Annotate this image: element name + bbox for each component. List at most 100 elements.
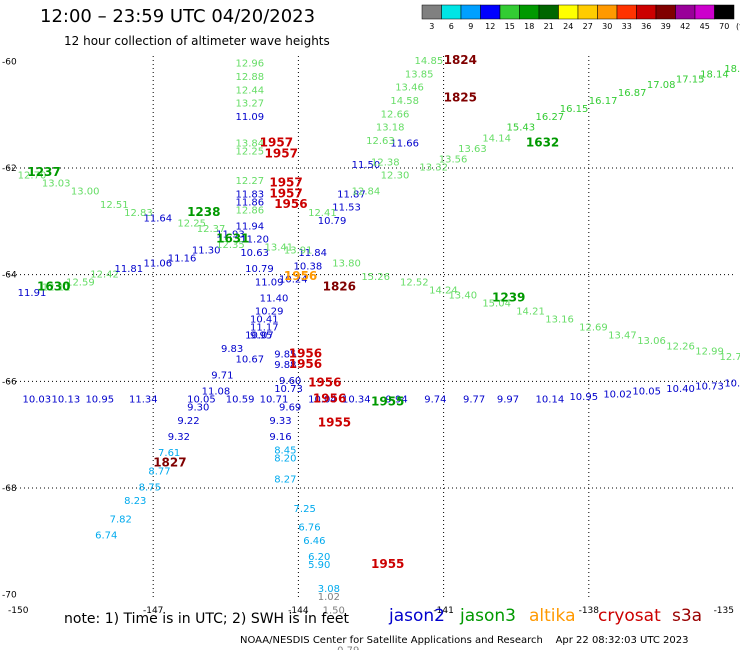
- color-swatch: [655, 4, 676, 20]
- wave-height-value: 6.74: [95, 531, 117, 542]
- time-label: 1957: [260, 136, 293, 150]
- wave-height-value: 15.26: [361, 272, 390, 283]
- color-swatch: [538, 4, 559, 20]
- wave-height-value: 16.87: [618, 88, 647, 99]
- wave-height-value: 13.91: [284, 245, 313, 256]
- wave-height-points: 12.9612.8812.4413.2711.0913.8412.2512.27…: [18, 56, 740, 650]
- wave-height-value: 10.41: [250, 315, 279, 326]
- wave-height-value: 12.37: [197, 224, 226, 235]
- time-label: 1956: [289, 357, 322, 371]
- wave-height-value: 10.79: [245, 264, 274, 275]
- wave-height-value: 8.45: [274, 445, 296, 456]
- wave-height-value: 11.66: [390, 139, 419, 150]
- wave-height-value: 13.41: [265, 243, 294, 254]
- wave-height-value: 10.03: [23, 395, 52, 406]
- wave-height-value: 5.90: [308, 560, 330, 571]
- wave-height-value: 11.64: [144, 213, 173, 224]
- wave-height-value: 11.83: [235, 189, 264, 200]
- wave-height-value: 12.84: [352, 187, 381, 198]
- wave-height-value: 10.07: [245, 331, 274, 342]
- color-scale-label: 36: [641, 22, 651, 31]
- time-label: 1957: [269, 186, 302, 200]
- page-subtitle: 12 hour collection of altimeter wave hei…: [64, 34, 330, 48]
- color-scale-label: 70: [719, 22, 729, 31]
- color-swatch: [597, 4, 618, 20]
- legend-cryosat: cryosat: [598, 606, 661, 626]
- wave-height-value: 9.71: [211, 371, 233, 382]
- footnote: note: 1) Time is in UTC; 2) SWH is in fe…: [64, 611, 350, 627]
- color-swatch: [577, 4, 598, 20]
- wave-height-value: 10.79: [318, 216, 347, 227]
- color-scale-label: 15: [505, 22, 515, 31]
- wave-height-value: 9.95: [250, 331, 272, 342]
- wave-height-value: 11.16: [168, 253, 197, 264]
- wave-height-value: 12.35: [216, 240, 245, 251]
- wave-height-value: 11.53: [332, 203, 361, 214]
- wave-height-value: 9.30: [187, 403, 209, 414]
- wave-height-value: 0.79: [337, 645, 359, 650]
- color-swatch: [714, 4, 735, 20]
- wave-height-value: 12.52: [400, 277, 429, 288]
- time-label: 1239: [492, 290, 525, 304]
- color-scale-label: 3: [429, 22, 434, 31]
- color-swatch: [499, 4, 520, 20]
- wave-height-value: 13.32: [419, 163, 448, 174]
- wave-height-value: 7.82: [110, 515, 132, 526]
- wave-height-value: 12.86: [235, 205, 264, 216]
- x-tick-label: -141: [433, 606, 453, 616]
- wave-height-value: 12.63: [366, 136, 395, 147]
- wave-height-value: 6.76: [298, 523, 320, 534]
- wave-height-value: 13.63: [458, 144, 487, 155]
- wave-height-value: 11.86: [235, 197, 264, 208]
- time-label: 1238: [187, 205, 220, 219]
- wave-height-value: 11.09: [235, 112, 264, 123]
- wave-height-value: 10.02: [603, 389, 632, 400]
- wave-height-value: 11.17: [250, 323, 279, 334]
- wave-height-value: 8.20: [274, 453, 296, 464]
- wave-height-value: 12.99: [695, 347, 724, 358]
- x-tick-label: -144: [288, 606, 309, 616]
- wave-height-value: 1.50: [323, 605, 345, 616]
- wave-height-value: 8.27: [274, 475, 296, 486]
- color-scale-label: 30: [602, 22, 612, 31]
- wave-height-value: 10.63: [240, 248, 269, 259]
- wave-height-value: 8.77: [148, 467, 170, 478]
- wave-height-value: 14.24: [429, 285, 458, 296]
- wave-height-value: 9.94: [386, 395, 408, 406]
- wave-height-value: 11.50: [352, 160, 381, 171]
- wave-height-value: 9.77: [463, 395, 485, 406]
- wave-height-value: 12.27: [235, 176, 264, 187]
- wave-height-value: 1.02: [318, 592, 340, 603]
- wave-height-value: 11.34: [129, 395, 158, 406]
- wave-height-value: 12.69: [579, 323, 608, 334]
- wave-height-value: 12.70: [18, 171, 47, 182]
- wave-height-value: 9.85: [274, 349, 296, 360]
- color-swatch: [636, 4, 657, 20]
- color-scale-label: 24: [563, 22, 573, 31]
- wave-height-value: 18.61: [724, 64, 740, 75]
- color-scale-label: 6: [449, 22, 454, 31]
- wave-height-value: 14.58: [390, 96, 419, 107]
- time-label: 1955: [371, 557, 404, 571]
- wave-height-value: 8.75: [139, 483, 161, 494]
- wave-height-value: 12.26: [666, 341, 695, 352]
- time-label: 1955: [371, 394, 404, 408]
- x-tick-label: -135: [714, 606, 734, 616]
- wave-height-value: 9.97: [497, 395, 519, 406]
- wave-height-value: 11.94: [235, 221, 264, 232]
- axis-ticks: -150 -147 -144 -141 -138 -135 -60 -62 -64 -66 -68 -…: [2, 57, 734, 616]
- wave-height-value: 13.84: [235, 139, 264, 150]
- wave-height-value: 7.25: [294, 504, 316, 515]
- time-label: 1957: [269, 176, 302, 190]
- legend-s3a: s3a: [672, 606, 703, 626]
- wave-height-value: 10.67: [235, 355, 264, 366]
- wave-height-value: 13.06: [637, 336, 666, 347]
- time-label: 1825: [444, 90, 477, 104]
- wave-height-value: 13.27: [235, 99, 264, 110]
- wave-height-value: 12.42: [90, 269, 119, 280]
- legend-jason2: jason2: [389, 606, 445, 626]
- time-label: 1957: [265, 146, 298, 160]
- wave-height-value: 12.41: [308, 208, 337, 219]
- wave-height-value: 12.88: [235, 72, 264, 83]
